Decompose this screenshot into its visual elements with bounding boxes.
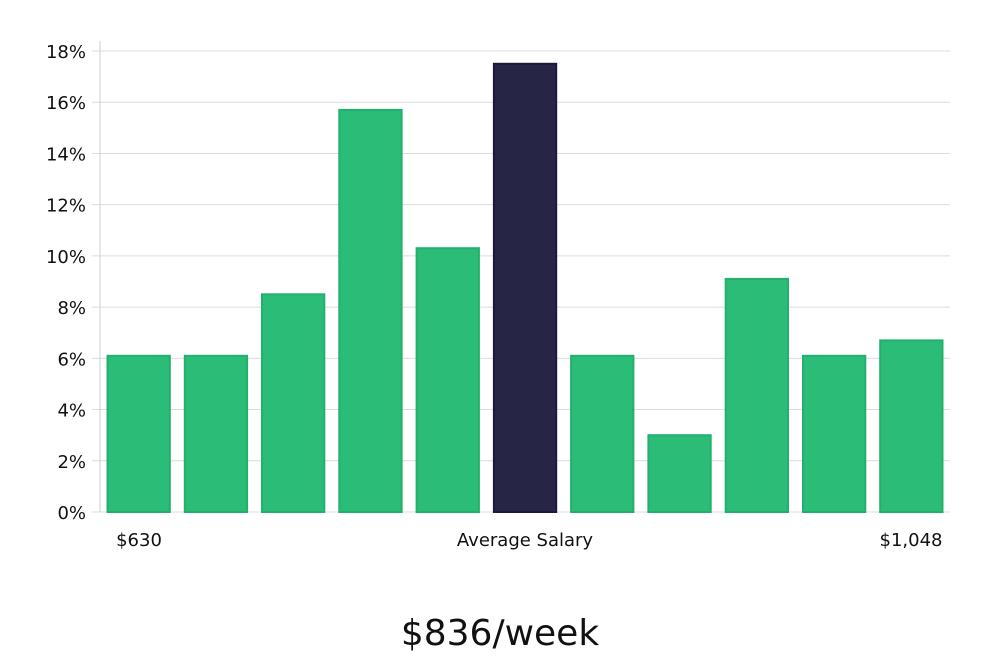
average-weekly-salary: $836/week bbox=[400, 613, 600, 654]
bar-7 bbox=[570, 354, 635, 513]
bar-8 bbox=[647, 434, 712, 514]
y-tick-label: 18% bbox=[46, 42, 86, 63]
x-label-max: $1,048 bbox=[880, 530, 943, 551]
bar-5 bbox=[415, 247, 480, 513]
y-tick-label: 12% bbox=[46, 196, 86, 217]
bar-1 bbox=[106, 354, 171, 513]
axis-layer: 0% 2% 4% 6% 8% 10% 12% 14% 16% 18% bbox=[46, 41, 101, 524]
y-tick-label: 4% bbox=[57, 401, 86, 422]
y-tick-label: 16% bbox=[46, 93, 86, 114]
bar-average-salary bbox=[492, 62, 558, 514]
x-label-min: $630 bbox=[116, 530, 162, 551]
y-tick-label: 6% bbox=[57, 349, 86, 370]
bar-4 bbox=[338, 108, 403, 514]
y-tick-label: 14% bbox=[46, 144, 86, 165]
bar-10 bbox=[802, 354, 867, 513]
bar-3 bbox=[261, 293, 326, 513]
bar-chart-svg: 0% 2% 4% 6% 8% 10% 12% 14% 16% 18% $630 Average S… bbox=[46, 41, 950, 551]
y-tick-label: 0% bbox=[57, 503, 86, 524]
x-label-average: Average Salary bbox=[457, 530, 594, 551]
bar-2 bbox=[183, 354, 249, 513]
bar-9 bbox=[724, 277, 790, 513]
y-tick-label: 8% bbox=[57, 298, 86, 319]
y-tick-label: 10% bbox=[46, 247, 86, 268]
bar-11 bbox=[879, 339, 944, 513]
bar-layer bbox=[106, 62, 944, 514]
y-tick-label: 2% bbox=[57, 452, 86, 473]
